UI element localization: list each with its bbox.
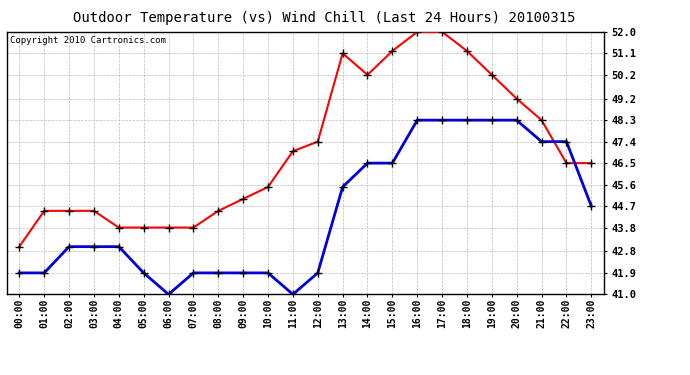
Text: Outdoor Temperature (vs) Wind Chill (Last 24 Hours) 20100315: Outdoor Temperature (vs) Wind Chill (Las… <box>73 11 575 25</box>
Text: Copyright 2010 Cartronics.com: Copyright 2010 Cartronics.com <box>10 36 166 45</box>
